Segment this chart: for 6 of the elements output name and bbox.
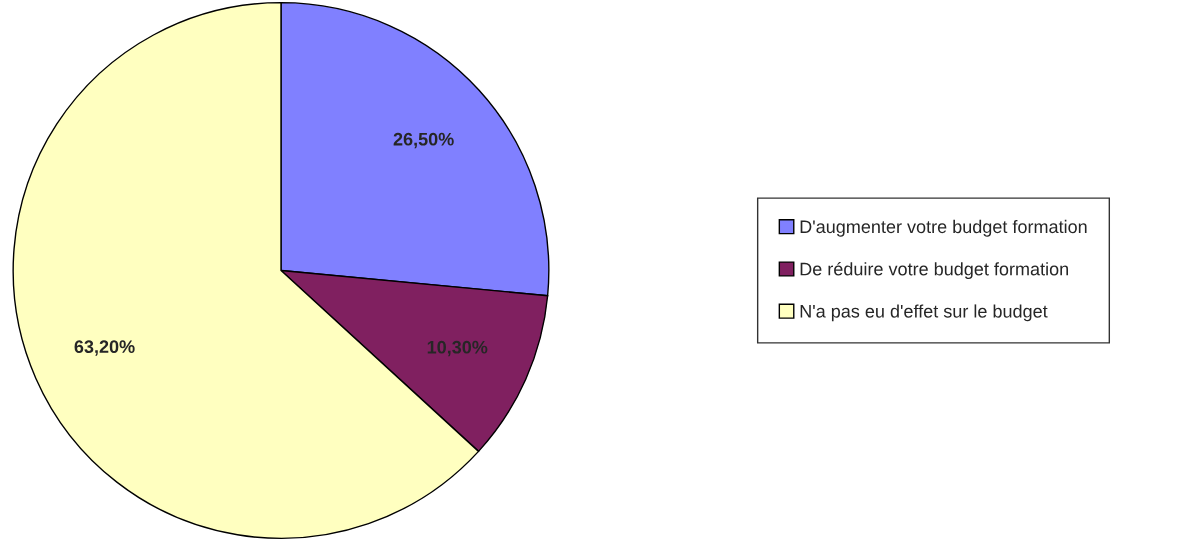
legend-label: N'a pas eu d'effet sur le budget xyxy=(800,304,1048,322)
data-label: 63,20% xyxy=(74,340,135,356)
data-label: 10,30% xyxy=(427,340,488,357)
legend-label: D'augmenter votre budget formation xyxy=(800,219,1087,237)
data-label: 26,50% xyxy=(393,132,454,149)
legend-label: De réduire votre budget formation xyxy=(800,261,1068,280)
